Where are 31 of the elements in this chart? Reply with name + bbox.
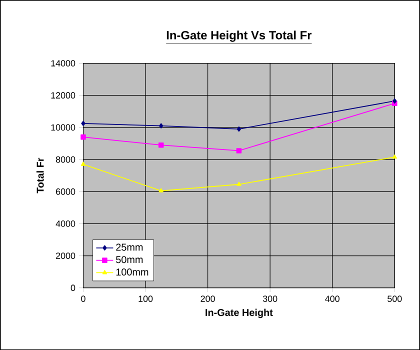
x-tick-label: 500 bbox=[388, 296, 402, 302]
point bbox=[236, 182, 242, 186]
legend-label: 25mm bbox=[116, 244, 143, 251]
y-tick-label: 12000 bbox=[51, 92, 76, 98]
point bbox=[80, 162, 86, 166]
point bbox=[392, 154, 397, 159]
x-tick-label: 100 bbox=[138, 296, 153, 302]
legend-label: 100mm bbox=[116, 268, 148, 276]
point bbox=[392, 98, 397, 104]
y-tick-label: 6000 bbox=[56, 188, 76, 195]
y-axis-title: Total Fr bbox=[36, 158, 44, 194]
y-tick-label: 8000 bbox=[56, 156, 76, 163]
y-tick-label: 14000 bbox=[51, 60, 76, 66]
x-tick-label: 300 bbox=[262, 296, 278, 302]
y-tick-label: 4000 bbox=[56, 220, 76, 227]
y-tick-label: 2000 bbox=[56, 252, 76, 259]
x-tick-label: 400 bbox=[325, 296, 340, 302]
point bbox=[159, 123, 164, 128]
x-tick-label: 200 bbox=[200, 296, 215, 302]
x-tick-label: 0 bbox=[81, 296, 86, 302]
y-tick-label: 10000 bbox=[51, 124, 76, 131]
chart-title: In-Gate Height Vs Total Fr bbox=[166, 30, 312, 42]
point bbox=[158, 188, 164, 192]
y-tick-label: 0 bbox=[70, 284, 76, 291]
point bbox=[81, 120, 86, 126]
point bbox=[80, 134, 86, 140]
point bbox=[158, 142, 164, 148]
x-axis-title: In-Gate Height bbox=[206, 308, 273, 318]
point bbox=[236, 126, 242, 132]
legend-label: 50mm bbox=[116, 256, 143, 264]
point bbox=[236, 148, 242, 154]
